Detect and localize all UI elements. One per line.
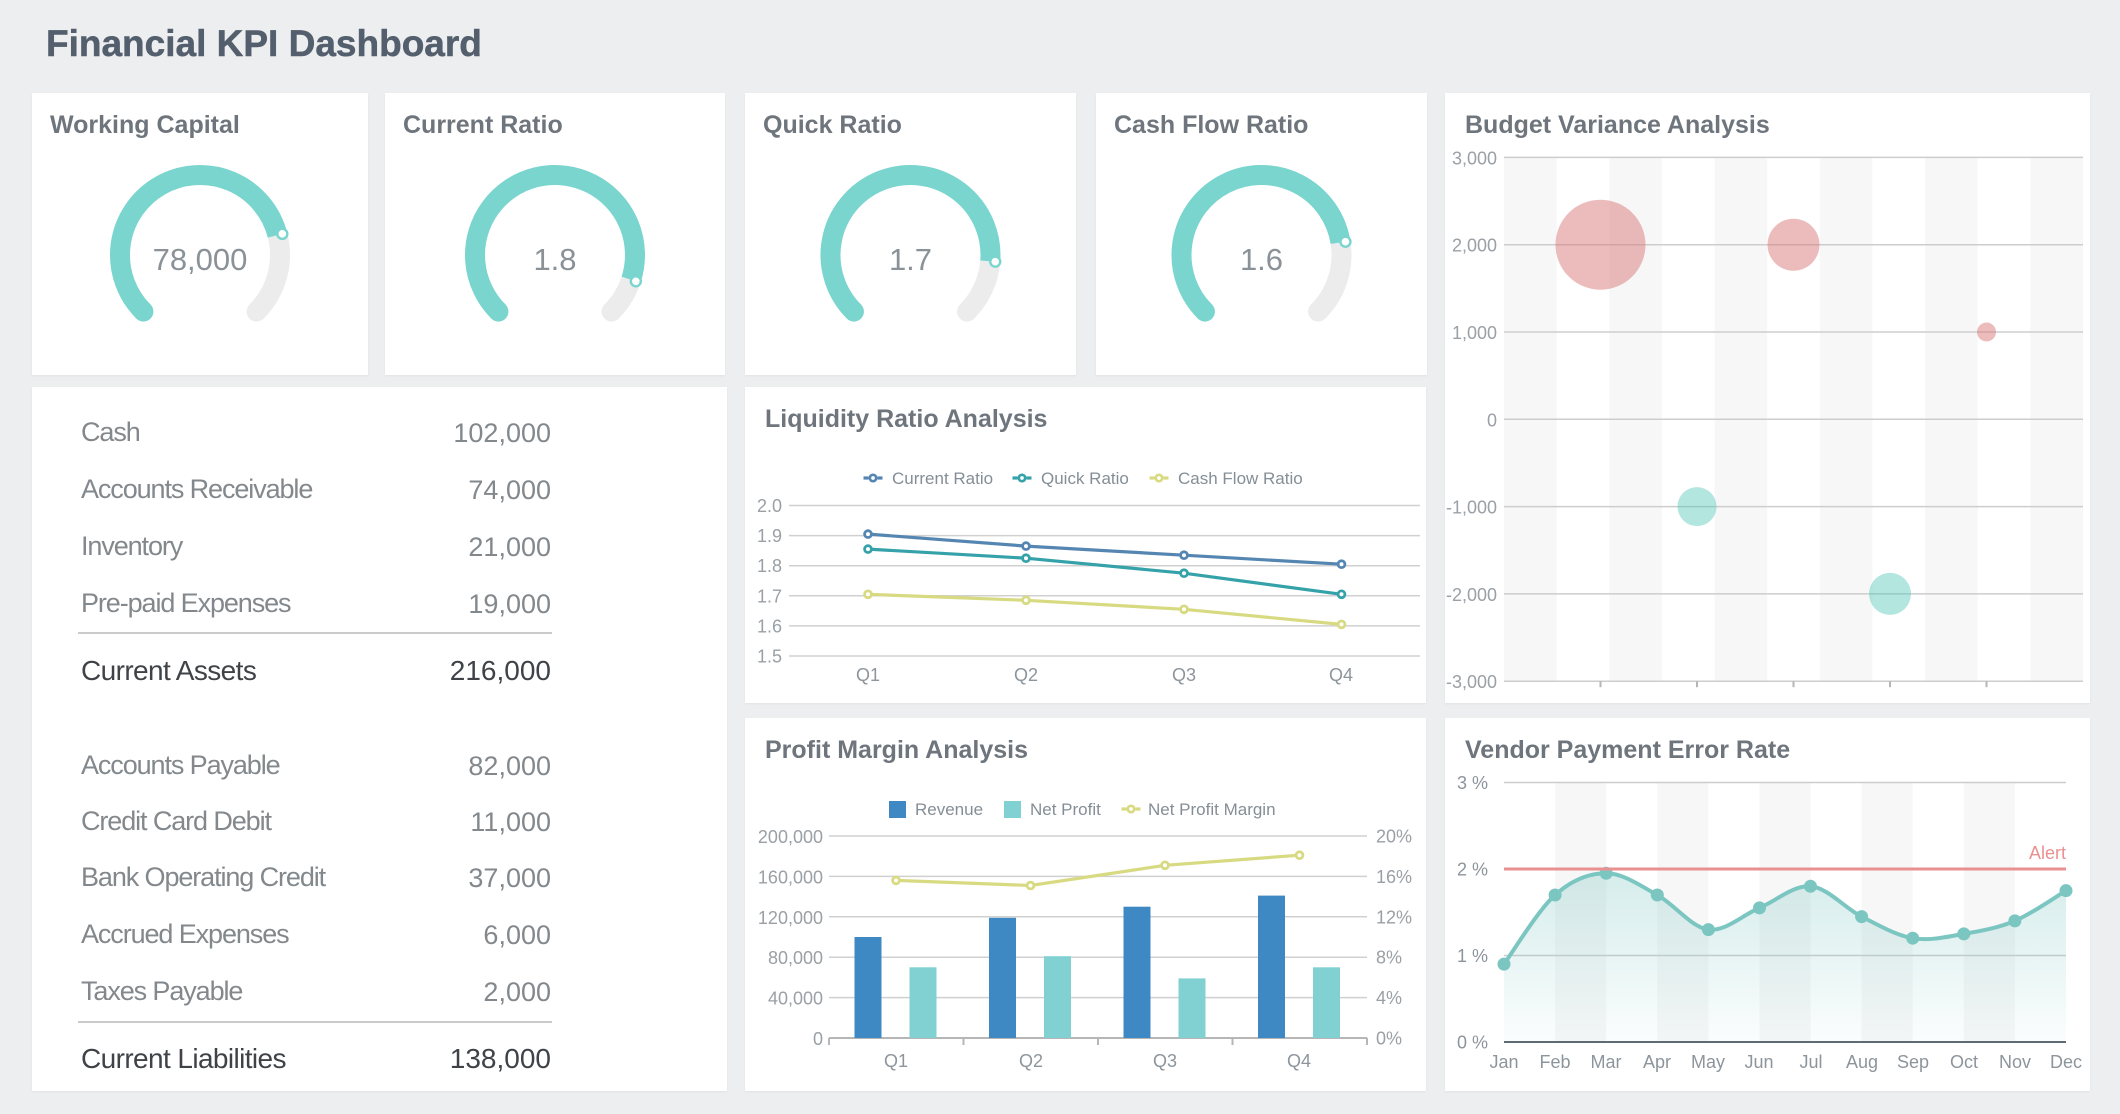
svg-text:Q4: Q4 bbox=[1329, 665, 1353, 685]
svg-text:160,000: 160,000 bbox=[758, 867, 823, 887]
svg-text:Budget Variance Analysis: Budget Variance Analysis bbox=[1465, 111, 1770, 139]
svg-text:-2,000: -2,000 bbox=[1446, 585, 1497, 605]
svg-text:Apr: Apr bbox=[1643, 1052, 1671, 1072]
svg-text:Jun: Jun bbox=[1744, 1052, 1773, 1072]
svg-text:16%: 16% bbox=[1376, 867, 1412, 887]
svg-text:4%: 4% bbox=[1376, 988, 1402, 1008]
svg-text:Aug: Aug bbox=[1846, 1052, 1878, 1072]
svg-text:12%: 12% bbox=[1376, 907, 1412, 927]
svg-text:1.7: 1.7 bbox=[757, 586, 782, 606]
svg-text:Net Profit Margin: Net Profit Margin bbox=[1148, 800, 1276, 819]
svg-text:Cash Flow Ratio: Cash Flow Ratio bbox=[1114, 111, 1308, 139]
svg-text:1.6: 1.6 bbox=[757, 616, 782, 636]
svg-text:Working Capital: Working Capital bbox=[50, 111, 240, 139]
svg-text:0 %: 0 % bbox=[1457, 1033, 1488, 1053]
svg-text:200,000: 200,000 bbox=[758, 827, 823, 847]
svg-text:Nov: Nov bbox=[1999, 1052, 2031, 1072]
svg-text:-3,000: -3,000 bbox=[1446, 672, 1497, 692]
svg-text:Feb: Feb bbox=[1539, 1052, 1570, 1072]
svg-text:Revenue: Revenue bbox=[915, 800, 983, 819]
svg-text:Jul: Jul bbox=[1799, 1052, 1822, 1072]
svg-text:3,000: 3,000 bbox=[1452, 148, 1497, 168]
svg-text:Cash Flow Ratio: Cash Flow Ratio bbox=[1178, 469, 1303, 488]
svg-text:2.0: 2.0 bbox=[757, 496, 782, 516]
svg-text:Vendor Payment Error Rate: Vendor Payment Error Rate bbox=[1465, 736, 1790, 764]
svg-text:80,000: 80,000 bbox=[768, 948, 823, 968]
svg-text:78,000: 78,000 bbox=[153, 242, 248, 277]
svg-text:0%: 0% bbox=[1376, 1029, 1402, 1049]
svg-text:120,000: 120,000 bbox=[758, 908, 823, 928]
svg-text:8%: 8% bbox=[1376, 948, 1402, 968]
svg-text:Oct: Oct bbox=[1950, 1052, 1978, 1072]
svg-text:20%: 20% bbox=[1376, 827, 1412, 847]
svg-text:Current Ratio: Current Ratio bbox=[403, 111, 563, 139]
svg-text:Sep: Sep bbox=[1897, 1052, 1929, 1072]
svg-text:2,000: 2,000 bbox=[1452, 236, 1497, 256]
svg-text:Q3: Q3 bbox=[1172, 665, 1196, 685]
svg-text:-1,000: -1,000 bbox=[1446, 498, 1497, 518]
svg-text:Liquidity Ratio Analysis: Liquidity Ratio Analysis bbox=[765, 405, 1047, 433]
svg-text:1.6: 1.6 bbox=[1240, 242, 1283, 277]
svg-text:2 %: 2 % bbox=[1457, 860, 1488, 880]
svg-text:Dec: Dec bbox=[2050, 1052, 2082, 1072]
svg-text:Alert: Alert bbox=[2029, 843, 2066, 863]
svg-text:40,000: 40,000 bbox=[768, 989, 823, 1009]
svg-text:Current Ratio: Current Ratio bbox=[892, 469, 993, 488]
svg-text:1.7: 1.7 bbox=[889, 242, 932, 277]
svg-text:3 %: 3 % bbox=[1457, 773, 1488, 793]
svg-text:0: 0 bbox=[813, 1029, 823, 1049]
svg-text:1 %: 1 % bbox=[1457, 946, 1488, 966]
svg-text:Q2: Q2 bbox=[1014, 665, 1038, 685]
svg-text:Q4: Q4 bbox=[1287, 1051, 1311, 1071]
svg-text:Quick Ratio: Quick Ratio bbox=[763, 111, 902, 139]
svg-text:1.5: 1.5 bbox=[757, 647, 782, 667]
svg-text:Q3: Q3 bbox=[1153, 1051, 1177, 1071]
svg-text:Net Profit: Net Profit bbox=[1030, 800, 1101, 819]
svg-text:1,000: 1,000 bbox=[1452, 323, 1497, 343]
svg-text:May: May bbox=[1691, 1052, 1725, 1072]
svg-text:1.8: 1.8 bbox=[757, 556, 782, 576]
svg-text:Jan: Jan bbox=[1489, 1052, 1518, 1072]
svg-text:Q1: Q1 bbox=[884, 1051, 908, 1071]
svg-text:Q2: Q2 bbox=[1019, 1051, 1043, 1071]
svg-text:Mar: Mar bbox=[1591, 1052, 1622, 1072]
svg-text:Q1: Q1 bbox=[856, 665, 880, 685]
svg-text:1.9: 1.9 bbox=[757, 526, 782, 546]
svg-text:Quick Ratio: Quick Ratio bbox=[1041, 469, 1129, 488]
svg-text:1.8: 1.8 bbox=[533, 242, 576, 277]
svg-text:Profit Margin Analysis: Profit Margin Analysis bbox=[765, 736, 1028, 764]
svg-text:0: 0 bbox=[1487, 410, 1497, 430]
